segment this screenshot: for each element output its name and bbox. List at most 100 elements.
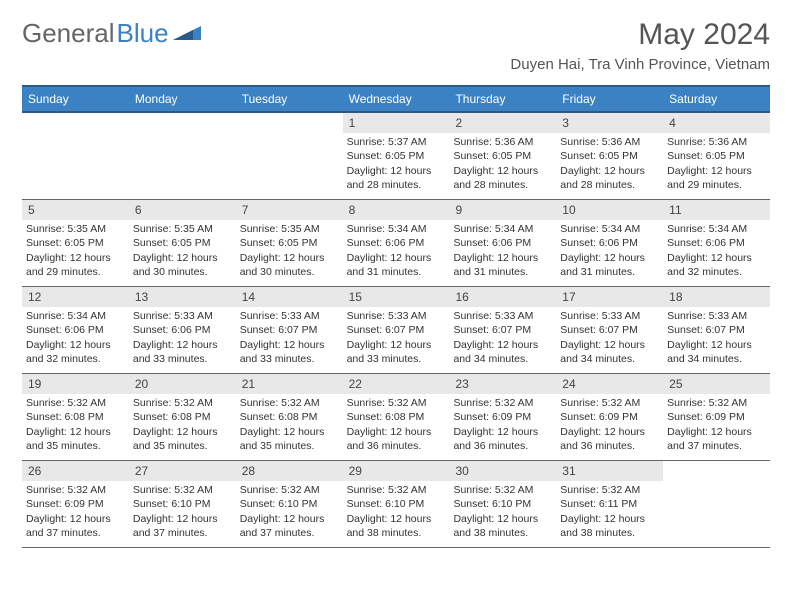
- day-details: Sunrise: 5:35 AMSunset: 6:05 PMDaylight:…: [236, 222, 343, 283]
- sunrise-line: Sunrise: 5:34 AM: [667, 222, 766, 236]
- sunrise-line: Sunrise: 5:33 AM: [133, 309, 232, 323]
- sunset-line: Sunset: 6:06 PM: [133, 323, 232, 337]
- calendar-cell: 5Sunrise: 5:35 AMSunset: 6:05 PMDaylight…: [22, 200, 129, 286]
- weekday-header: Tuesday: [236, 87, 343, 111]
- weekday-header-row: SundayMondayTuesdayWednesdayThursdayFrid…: [22, 85, 770, 113]
- sunset-line: Sunset: 6:07 PM: [453, 323, 552, 337]
- calendar-cell: 24Sunrise: 5:32 AMSunset: 6:09 PMDayligh…: [556, 374, 663, 460]
- sunrise-line: Sunrise: 5:32 AM: [26, 483, 125, 497]
- day-details: Sunrise: 5:33 AMSunset: 6:07 PMDaylight:…: [663, 309, 770, 370]
- sunrise-line: Sunrise: 5:34 AM: [560, 222, 659, 236]
- calendar-cell: 17Sunrise: 5:33 AMSunset: 6:07 PMDayligh…: [556, 287, 663, 373]
- sunset-line: Sunset: 6:08 PM: [133, 410, 232, 424]
- sunset-line: Sunset: 6:08 PM: [240, 410, 339, 424]
- weekday-header: Friday: [556, 87, 663, 111]
- calendar-cell: 19Sunrise: 5:32 AMSunset: 6:08 PMDayligh…: [22, 374, 129, 460]
- sunrise-line: Sunrise: 5:37 AM: [347, 135, 446, 149]
- day-number: 11: [663, 200, 770, 220]
- calendar-cell: 16Sunrise: 5:33 AMSunset: 6:07 PMDayligh…: [449, 287, 556, 373]
- sunset-line: Sunset: 6:10 PM: [453, 497, 552, 511]
- calendar-cell: 9Sunrise: 5:34 AMSunset: 6:06 PMDaylight…: [449, 200, 556, 286]
- logo-text-2: Blue: [117, 18, 169, 49]
- sunset-line: Sunset: 6:06 PM: [667, 236, 766, 250]
- daylight-line: Daylight: 12 hours and 37 minutes.: [133, 512, 232, 540]
- day-number: 21: [236, 374, 343, 394]
- sunset-line: Sunset: 6:08 PM: [26, 410, 125, 424]
- sunset-line: Sunset: 6:06 PM: [453, 236, 552, 250]
- sunrise-line: Sunrise: 5:34 AM: [347, 222, 446, 236]
- day-number: 16: [449, 287, 556, 307]
- daylight-line: Daylight: 12 hours and 36 minutes.: [560, 425, 659, 453]
- sunrise-line: Sunrise: 5:35 AM: [240, 222, 339, 236]
- day-number: 27: [129, 461, 236, 481]
- sunset-line: Sunset: 6:07 PM: [667, 323, 766, 337]
- calendar-cell: 2Sunrise: 5:36 AMSunset: 6:05 PMDaylight…: [449, 113, 556, 199]
- day-number: 22: [343, 374, 450, 394]
- daylight-line: Daylight: 12 hours and 37 minutes.: [240, 512, 339, 540]
- calendar-cell: 21Sunrise: 5:32 AMSunset: 6:08 PMDayligh…: [236, 374, 343, 460]
- sunset-line: Sunset: 6:07 PM: [347, 323, 446, 337]
- daylight-line: Daylight: 12 hours and 35 minutes.: [240, 425, 339, 453]
- day-number: 5: [22, 200, 129, 220]
- weekday-header: Sunday: [22, 87, 129, 111]
- day-number: 13: [129, 287, 236, 307]
- calendar-cell: 27Sunrise: 5:32 AMSunset: 6:10 PMDayligh…: [129, 461, 236, 547]
- day-number: 25: [663, 374, 770, 394]
- calendar-cell: 13Sunrise: 5:33 AMSunset: 6:06 PMDayligh…: [129, 287, 236, 373]
- day-details: Sunrise: 5:35 AMSunset: 6:05 PMDaylight:…: [22, 222, 129, 283]
- day-details: Sunrise: 5:36 AMSunset: 6:05 PMDaylight:…: [449, 135, 556, 196]
- sunrise-line: Sunrise: 5:32 AM: [133, 483, 232, 497]
- daylight-line: Daylight: 12 hours and 31 minutes.: [560, 251, 659, 279]
- logo-text-1: General: [22, 18, 115, 49]
- calendar-cell: 11Sunrise: 5:34 AMSunset: 6:06 PMDayligh…: [663, 200, 770, 286]
- weekday-header: Wednesday: [343, 87, 450, 111]
- sunrise-line: Sunrise: 5:36 AM: [667, 135, 766, 149]
- sunrise-line: Sunrise: 5:33 AM: [667, 309, 766, 323]
- sunset-line: Sunset: 6:09 PM: [453, 410, 552, 424]
- daylight-line: Daylight: 12 hours and 32 minutes.: [26, 338, 125, 366]
- day-details: Sunrise: 5:32 AMSunset: 6:08 PMDaylight:…: [22, 396, 129, 457]
- day-number: 19: [22, 374, 129, 394]
- daylight-line: Daylight: 12 hours and 36 minutes.: [347, 425, 446, 453]
- sunrise-line: Sunrise: 5:32 AM: [560, 483, 659, 497]
- calendar-cell: 6Sunrise: 5:35 AMSunset: 6:05 PMDaylight…: [129, 200, 236, 286]
- title-block: May 2024 Duyen Hai, Tra Vinh Province, V…: [510, 18, 770, 73]
- day-details: Sunrise: 5:32 AMSunset: 6:10 PMDaylight:…: [449, 483, 556, 544]
- calendar-cell: 1Sunrise: 5:37 AMSunset: 6:05 PMDaylight…: [343, 113, 450, 199]
- day-number: 8: [343, 200, 450, 220]
- daylight-line: Daylight: 12 hours and 37 minutes.: [667, 425, 766, 453]
- calendar-cell-empty: [663, 461, 770, 547]
- day-number: 9: [449, 200, 556, 220]
- sunrise-line: Sunrise: 5:36 AM: [560, 135, 659, 149]
- day-details: Sunrise: 5:36 AMSunset: 6:05 PMDaylight:…: [663, 135, 770, 196]
- daylight-line: Daylight: 12 hours and 31 minutes.: [453, 251, 552, 279]
- page-title: May 2024: [510, 18, 770, 52]
- sunrise-line: Sunrise: 5:32 AM: [26, 396, 125, 410]
- sunset-line: Sunset: 6:05 PM: [347, 149, 446, 163]
- day-details: Sunrise: 5:35 AMSunset: 6:05 PMDaylight:…: [129, 222, 236, 283]
- day-number: 6: [129, 200, 236, 220]
- day-number: 20: [129, 374, 236, 394]
- calendar: SundayMondayTuesdayWednesdayThursdayFrid…: [22, 85, 770, 548]
- day-number: 26: [22, 461, 129, 481]
- header: GeneralBlue May 2024 Duyen Hai, Tra Vinh…: [22, 18, 770, 73]
- calendar-cell: 15Sunrise: 5:33 AMSunset: 6:07 PMDayligh…: [343, 287, 450, 373]
- calendar-cell: 20Sunrise: 5:32 AMSunset: 6:08 PMDayligh…: [129, 374, 236, 460]
- day-number: 12: [22, 287, 129, 307]
- day-details: Sunrise: 5:32 AMSunset: 6:10 PMDaylight:…: [129, 483, 236, 544]
- daylight-line: Daylight: 12 hours and 31 minutes.: [347, 251, 446, 279]
- sunset-line: Sunset: 6:10 PM: [347, 497, 446, 511]
- sunset-line: Sunset: 6:06 PM: [347, 236, 446, 250]
- sunrise-line: Sunrise: 5:32 AM: [560, 396, 659, 410]
- daylight-line: Daylight: 12 hours and 29 minutes.: [667, 164, 766, 192]
- daylight-line: Daylight: 12 hours and 34 minutes.: [453, 338, 552, 366]
- day-details: Sunrise: 5:37 AMSunset: 6:05 PMDaylight:…: [343, 135, 450, 196]
- day-details: Sunrise: 5:34 AMSunset: 6:06 PMDaylight:…: [343, 222, 450, 283]
- day-number: 14: [236, 287, 343, 307]
- day-number: 18: [663, 287, 770, 307]
- daylight-line: Daylight: 12 hours and 33 minutes.: [347, 338, 446, 366]
- day-number: 3: [556, 113, 663, 133]
- calendar-cell: 26Sunrise: 5:32 AMSunset: 6:09 PMDayligh…: [22, 461, 129, 547]
- day-number: 23: [449, 374, 556, 394]
- calendar-cell: 3Sunrise: 5:36 AMSunset: 6:05 PMDaylight…: [556, 113, 663, 199]
